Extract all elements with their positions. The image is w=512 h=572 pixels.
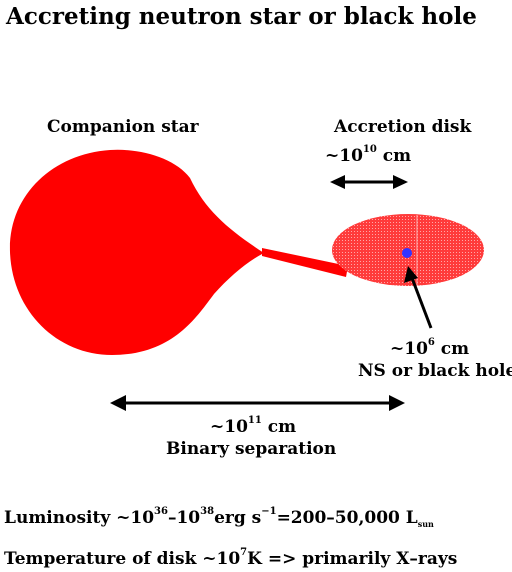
- luminosity-unit-exponent: −1: [261, 506, 277, 517]
- object-size-exponent: 6: [427, 337, 435, 348]
- luminosity-exp-low: 36: [154, 506, 168, 517]
- luminosity-value: =200–50,000 L: [276, 508, 418, 528]
- disk-size-unit: cm: [376, 146, 412, 166]
- separation-arrow: [110, 395, 405, 411]
- disk-size-label: ~1010 cm: [325, 145, 412, 166]
- temperature-exponent: 7: [240, 547, 248, 558]
- companion-star: [9, 149, 264, 355]
- luminosity-unit: erg s: [214, 508, 262, 528]
- separation-prefix: ~10: [210, 417, 248, 437]
- compact-object: [402, 248, 412, 258]
- compact-object-pointer-arrow: [404, 266, 433, 329]
- separation-size-label: ~1011 cm: [210, 416, 297, 437]
- luminosity-subscript: sun: [417, 519, 434, 529]
- accretion-stream: [262, 248, 348, 277]
- separation-exponent: 11: [247, 415, 262, 426]
- compact-object-label: NS or black hole: [358, 361, 512, 381]
- luminosity-prefix: Luminosity ~10: [4, 508, 155, 528]
- luminosity-line: Luminosity ~1036–1038erg s−1=200–50,000 …: [4, 507, 434, 529]
- object-size-unit: cm: [434, 339, 470, 359]
- temperature-line: Temperature of disk ~107K => primarily X…: [4, 548, 458, 569]
- object-size-prefix: ~10: [390, 339, 428, 359]
- luminosity-exp-high: 38: [200, 506, 215, 517]
- luminosity-mid: –10: [167, 508, 201, 528]
- diagram-title: Accreting neutron star or black hole: [6, 3, 477, 30]
- temperature-suffix: K => primarily X–rays: [247, 549, 458, 569]
- disk-size-exponent: 10: [362, 144, 377, 155]
- binary-separation-label: Binary separation: [166, 439, 337, 459]
- disk-size-prefix: ~10: [325, 146, 363, 166]
- accretion-disk-label: Accretion disk: [334, 117, 472, 137]
- disk-size-arrow: [330, 175, 408, 189]
- temperature-prefix: Temperature of disk ~10: [4, 549, 241, 569]
- separation-unit: cm: [261, 417, 297, 437]
- companion-star-label: Companion star: [47, 117, 199, 137]
- object-size-label: ~106 cm: [390, 338, 470, 359]
